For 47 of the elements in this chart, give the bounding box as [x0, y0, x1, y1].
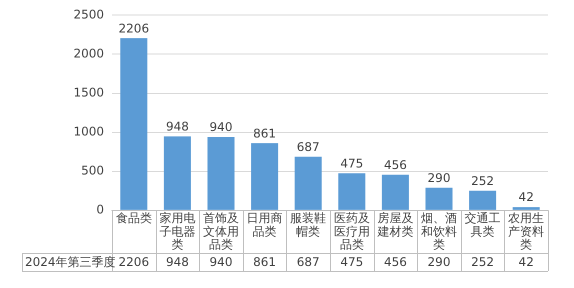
- bar: [469, 190, 496, 210]
- data-label: 2206: [118, 21, 150, 36]
- data-label: 861: [253, 126, 276, 140]
- text: 2024年第三季度: [25, 255, 116, 270]
- data-label: 948: [166, 120, 189, 134]
- bar: [512, 207, 540, 210]
- x-tick-label: 服装鞋帽类: [290, 211, 326, 238]
- x-tick-label: 首饰及文体用品类: [203, 211, 239, 252]
- bar: [164, 136, 191, 210]
- text: 290: [428, 255, 450, 270]
- bar: [120, 38, 148, 210]
- bar: [382, 174, 409, 210]
- data-label: 42: [518, 190, 534, 204]
- x-tick-label: 医药及医疗用品类: [334, 211, 370, 252]
- data-label: 475: [340, 156, 364, 170]
- bar: [425, 188, 453, 210]
- x-tick-label: 烟、酒和饮料类: [421, 211, 457, 252]
- bar: [207, 137, 235, 210]
- data-label: 687: [296, 140, 320, 154]
- y-tick-label: 1000: [73, 124, 104, 138]
- text: 948: [166, 255, 189, 270]
- bar: [294, 156, 322, 210]
- y-tick-label: 2000: [73, 46, 104, 60]
- text: 42: [518, 255, 534, 270]
- text: 687: [296, 255, 320, 270]
- text: 456: [384, 255, 407, 270]
- text: 861: [253, 255, 276, 270]
- x-tick-label: 交通工具类: [464, 211, 501, 238]
- x-tick-label: 农用生产资料类: [508, 211, 544, 252]
- data-label: 290: [428, 170, 450, 185]
- text: 475: [340, 255, 364, 270]
- y-tick-label: 1500: [73, 85, 104, 100]
- text: 252: [471, 255, 494, 270]
- data-label: 940: [210, 120, 232, 134]
- text: 940: [210, 255, 232, 270]
- bar: [338, 173, 366, 210]
- x-tick-label: 家用电子电器类: [159, 211, 196, 252]
- data-label: 456: [384, 158, 407, 172]
- text: 2206: [118, 255, 150, 270]
- x-tick-label: 日用商品类: [246, 211, 283, 238]
- x-tick-label: 房屋及建材类: [376, 211, 414, 238]
- data-label: 252: [471, 174, 494, 188]
- y-tick-label: 500: [81, 163, 104, 178]
- x-tick-label: 食品类: [116, 211, 152, 226]
- bar: [251, 143, 278, 210]
- y-tick-label: 0: [96, 202, 104, 217]
- y-tick-label: 2500: [73, 7, 104, 22]
